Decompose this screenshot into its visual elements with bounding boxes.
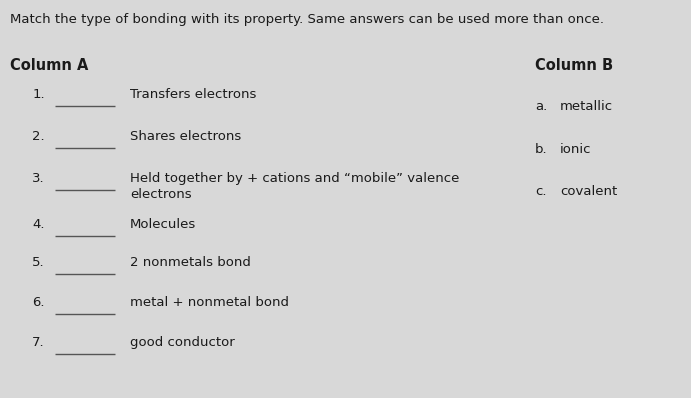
Text: 2 nonmetals bond: 2 nonmetals bond	[130, 256, 251, 269]
Text: ionic: ionic	[560, 143, 591, 156]
Text: metal + nonmetal bond: metal + nonmetal bond	[130, 296, 289, 309]
Text: covalent: covalent	[560, 185, 617, 198]
Text: metallic: metallic	[560, 100, 613, 113]
Text: 7.: 7.	[32, 336, 45, 349]
Text: Held together by + cations and “mobile” valence
electrons: Held together by + cations and “mobile” …	[130, 172, 460, 201]
Text: Transfers electrons: Transfers electrons	[130, 88, 256, 101]
Text: Match the type of bonding with its property. Same answers can be used more than : Match the type of bonding with its prope…	[10, 13, 604, 26]
Text: Molecules: Molecules	[130, 218, 196, 231]
Text: Column A: Column A	[10, 58, 88, 73]
Text: 2.: 2.	[32, 130, 45, 143]
Text: 4.: 4.	[32, 218, 45, 231]
Text: 3.: 3.	[32, 172, 45, 185]
Text: 1.: 1.	[32, 88, 45, 101]
Text: a.: a.	[535, 100, 547, 113]
Text: good conductor: good conductor	[130, 336, 235, 349]
Text: b.: b.	[535, 143, 548, 156]
Text: 6.: 6.	[32, 296, 45, 309]
Text: c.: c.	[535, 185, 547, 198]
Text: Shares electrons: Shares electrons	[130, 130, 241, 143]
Text: Column B: Column B	[535, 58, 613, 73]
Text: 5.: 5.	[32, 256, 45, 269]
